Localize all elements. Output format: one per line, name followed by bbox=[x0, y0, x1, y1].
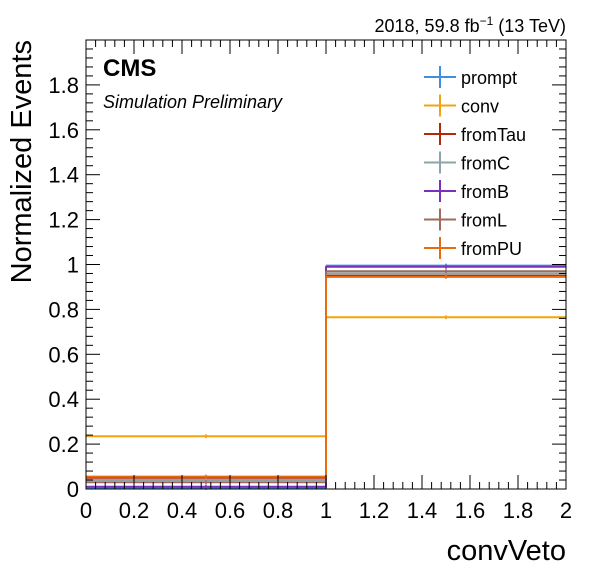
x-axis-title: convVeto bbox=[447, 535, 566, 567]
x-tick-label: 1.4 bbox=[407, 498, 438, 523]
legend-label: fromPU bbox=[461, 239, 522, 259]
experiment-label: CMS bbox=[103, 55, 156, 82]
luminosity-prefix: 2018, 59.8 fb bbox=[375, 16, 480, 36]
y-tick-label: 0.2 bbox=[48, 432, 79, 457]
legend-label: fromTau bbox=[461, 125, 526, 145]
x-tick-label: 1 bbox=[320, 498, 332, 523]
legend: prompt conv fromTau fromC fromB fromL fromPU bbox=[424, 66, 526, 259]
y-axis-title: Normalized Events bbox=[6, 40, 38, 283]
legend-entry-fromC: fromC bbox=[424, 151, 510, 174]
legend-entry-conv: conv bbox=[424, 94, 499, 117]
x-tick-label: 1.6 bbox=[455, 498, 486, 523]
y-tick-label: 0.8 bbox=[48, 297, 79, 322]
y-tick-label: 1.8 bbox=[48, 73, 79, 98]
legend-entry-prompt: prompt bbox=[424, 66, 517, 88]
legend-label: fromL bbox=[461, 211, 507, 231]
legend-entry-fromL: fromL bbox=[424, 208, 507, 231]
y-tick-label: 1.6 bbox=[48, 118, 79, 143]
legend-label: conv bbox=[461, 97, 499, 117]
y-tick-label: 0.4 bbox=[48, 387, 79, 412]
x-tick-label: 1.8 bbox=[503, 498, 534, 523]
legend-label: fromC bbox=[461, 154, 510, 174]
x-tick-label: 1.2 bbox=[359, 498, 390, 523]
y-tick-label: 1.4 bbox=[48, 163, 79, 188]
y-tick-label: 1 bbox=[67, 253, 79, 278]
status-label: Simulation Preliminary bbox=[103, 92, 283, 112]
luminosity-label: 2018, 59.8 fb−1 (13 TeV) bbox=[375, 14, 566, 36]
x-tick-label: 0.2 bbox=[119, 498, 150, 523]
x-tick-label: 0.4 bbox=[167, 498, 198, 523]
legend-entry-fromTau: fromTau bbox=[424, 123, 526, 145]
legend-entry-fromB: fromB bbox=[424, 180, 509, 202]
legend-entry-fromPU: fromPU bbox=[424, 237, 522, 259]
x-tick-label: 2 bbox=[560, 498, 572, 523]
legend-label: fromB bbox=[461, 182, 509, 202]
x-tick-label: 0 bbox=[80, 498, 92, 523]
legend-label: prompt bbox=[461, 68, 517, 88]
tick-labels-layer: 0 0.2 0.4 0.6 0.8 1 1.2 1.4 1.6 1.8 2 0 0.2 0.4 0.6 0.8… bbox=[48, 73, 572, 523]
luminosity-suffix: (13 TeV) bbox=[493, 16, 566, 36]
ticks-layer bbox=[85, 40, 567, 490]
y-tick-label: 1.2 bbox=[48, 208, 79, 233]
x-tick-label: 0.8 bbox=[263, 498, 294, 523]
series-fromPU bbox=[86, 274, 566, 479]
y-tick-label: 0.6 bbox=[48, 342, 79, 367]
luminosity-exponent: −1 bbox=[480, 14, 494, 28]
x-tick-label: 0.6 bbox=[215, 498, 246, 523]
series-layer bbox=[86, 263, 566, 490]
y-tick-label: 0 bbox=[67, 477, 79, 502]
